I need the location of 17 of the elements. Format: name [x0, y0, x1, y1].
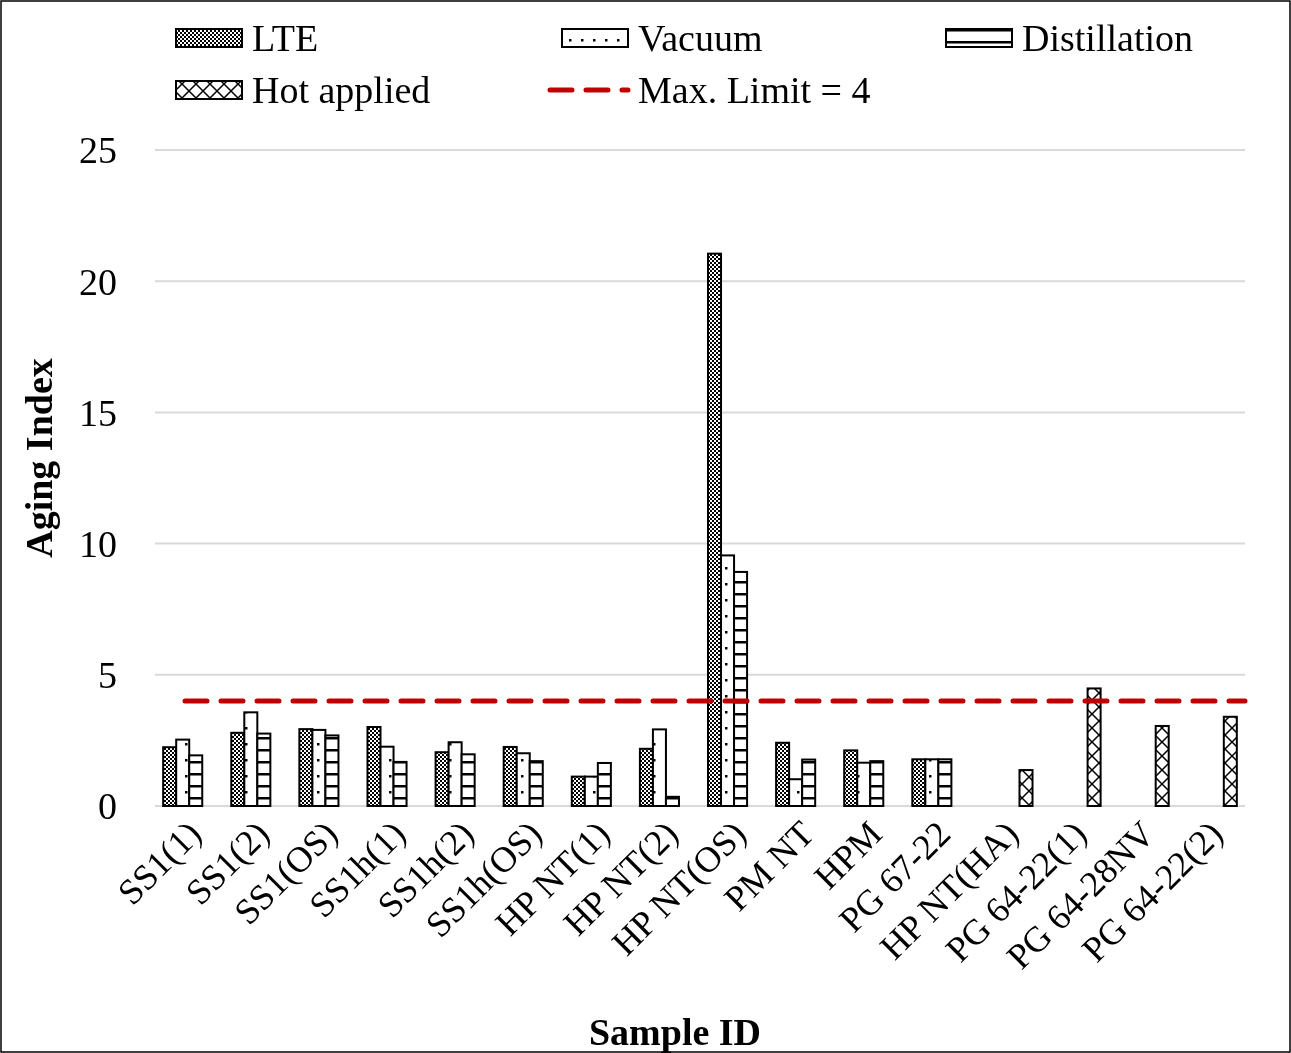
bar [1086, 687, 1102, 807]
legend-label: Distillation [1022, 17, 1193, 60]
y-tick-label: 25 [79, 129, 117, 172]
legend-label: Max. Limit = 4 [638, 69, 871, 112]
legend-label: Hot applied [252, 69, 431, 112]
bar [1222, 715, 1238, 807]
y-tick-label: 15 [79, 391, 117, 434]
x-axis-title: Sample ID [588, 1011, 762, 1053]
y-tick-label: 10 [79, 522, 117, 565]
y-tick-label: 0 [98, 785, 117, 828]
y-tick-label: 20 [79, 260, 117, 303]
legend-label: LTE [252, 17, 319, 60]
bar [1018, 769, 1034, 807]
legend-label: Vacuum [638, 17, 763, 60]
y-axis-title: Aging Index [18, 358, 60, 558]
y-tick-label: 5 [98, 654, 117, 697]
bar [1154, 724, 1170, 807]
